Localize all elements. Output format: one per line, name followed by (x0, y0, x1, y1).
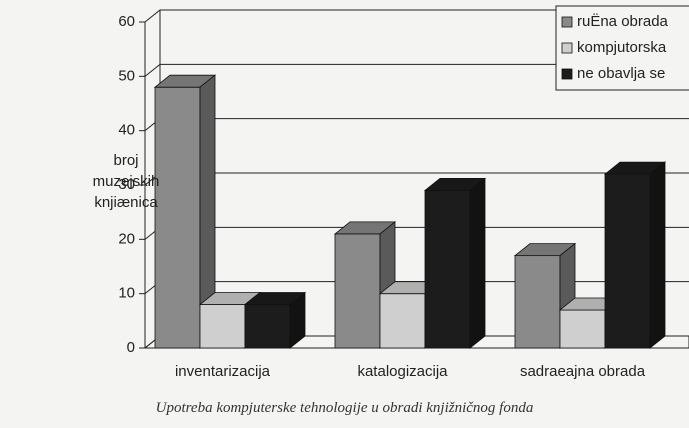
bar (333, 221, 397, 349)
bar-side (469, 177, 486, 349)
x-tick-label: sadraeajna obrada (520, 363, 646, 380)
y-tick-label: 30 (118, 176, 135, 193)
bar-front (199, 304, 246, 349)
grid-line (144, 118, 689, 132)
y-tick-label: 10 (118, 285, 135, 302)
legend-label: ruËna obrada (577, 13, 669, 30)
bar-front (379, 293, 426, 349)
grid-line (144, 9, 689, 23)
bar-front (334, 233, 381, 349)
legend-swatch (561, 68, 573, 80)
legend-swatch (561, 42, 573, 54)
bar-side (649, 161, 666, 349)
grid-line (144, 63, 689, 77)
x-tick-label: katalogizacija (357, 363, 448, 380)
y-tick-label: 60 (118, 13, 135, 30)
bar-front (514, 255, 561, 349)
bar (243, 291, 307, 349)
legend-swatch (561, 16, 573, 28)
y-tick-label: 0 (127, 339, 135, 356)
legend-box (555, 5, 689, 91)
y-tick-label: 40 (118, 122, 135, 139)
bar-front (604, 173, 651, 349)
bar (423, 177, 487, 349)
bar-front (154, 86, 201, 349)
bar-front (424, 190, 471, 349)
caption: Upotreba kompjuterske tehnologije u obra… (155, 400, 534, 416)
y-axis-label: broj muzejskih knjiænica (92, 152, 160, 211)
legend-label: ne obavlja se (577, 65, 665, 82)
bar (603, 161, 667, 349)
bar-front (559, 309, 606, 349)
y-tick-label: 50 (118, 67, 135, 84)
bar (153, 74, 217, 349)
y-tick-label: 20 (118, 230, 135, 247)
bar-side (289, 291, 306, 349)
legend-label: kompjutorska (577, 39, 667, 56)
bar-front (244, 304, 291, 349)
x-tick-label: inventarizacija (175, 363, 271, 380)
